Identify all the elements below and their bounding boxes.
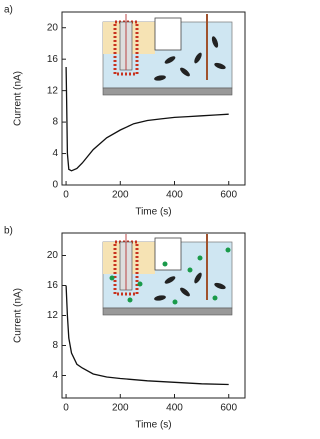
x-axis-title: Time (s) xyxy=(135,207,171,218)
y-tick-label: 12 xyxy=(47,85,59,96)
y-tick-label: 20 xyxy=(47,250,59,261)
x-tick-label: 400 xyxy=(166,190,183,201)
data-line xyxy=(65,66,229,172)
inset-schematic xyxy=(102,234,233,316)
y-tick-label: 4 xyxy=(52,370,58,381)
panel-label: a) xyxy=(4,5,13,16)
y-tick-label: 0 xyxy=(52,180,58,191)
y-axis-title: Current (nA) xyxy=(13,71,24,126)
x-tick-label: 0 xyxy=(63,403,69,414)
x-tick-label: 200 xyxy=(112,190,129,201)
inset-schematic xyxy=(102,14,233,96)
y-tick-label: 8 xyxy=(52,340,58,351)
x-tick-label: 200 xyxy=(112,403,129,414)
y-axis-title: Current (nA) xyxy=(13,288,24,343)
x-tick-label: 600 xyxy=(220,190,237,201)
x-axis-title: Time (s) xyxy=(135,420,171,431)
data-line xyxy=(65,285,229,386)
y-tick-label: 20 xyxy=(47,22,59,33)
panel-label: b) xyxy=(4,226,13,237)
x-tick-label: 600 xyxy=(220,403,237,414)
x-tick-label: 400 xyxy=(166,403,183,414)
plot-frame xyxy=(61,11,246,186)
y-tick-label: 16 xyxy=(47,280,59,291)
y-tick-label: 16 xyxy=(47,54,59,65)
x-tick-label: 0 xyxy=(63,190,69,201)
y-tick-label: 12 xyxy=(47,310,59,321)
y-tick-label: 8 xyxy=(52,117,58,128)
y-tick-label: 4 xyxy=(52,148,58,159)
